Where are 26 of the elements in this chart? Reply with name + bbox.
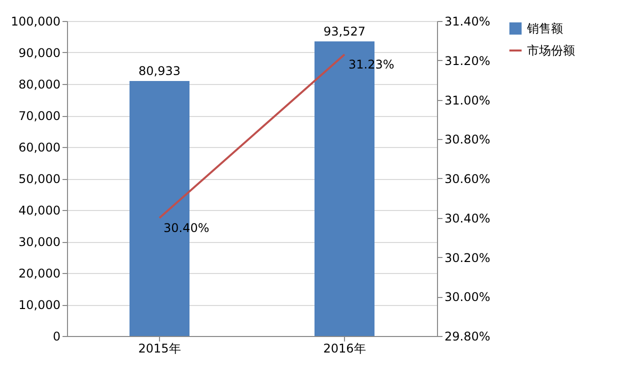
x-tick-label: 2015年	[138, 342, 181, 356]
x-tick-label: 2016年	[323, 342, 366, 356]
y2-tick-label: 30.20%	[444, 250, 490, 265]
legend-label: 销售额	[526, 22, 563, 36]
y-tick-label: 80,000	[18, 78, 60, 92]
y-tick-label: 0	[52, 330, 60, 344]
y2-tick-label: 30.00%	[444, 290, 490, 304]
y2-tick-label: 29.80%	[444, 330, 490, 344]
y-tick-label: 30,000	[18, 235, 60, 249]
data-label: 80,933	[138, 64, 180, 78]
legend-label: 市场份额	[527, 44, 575, 58]
data-label: 93,527	[324, 24, 366, 38]
y-tick-label: 60,000	[18, 140, 60, 154]
y-tick-label: 40,000	[18, 204, 60, 218]
y-tick-label: 20,000	[18, 266, 60, 280]
y2-tick-label: 30.80%	[444, 132, 490, 147]
y2-tick-label: 31.40%	[444, 14, 490, 28]
y2-tick-label: 31.00%	[444, 93, 490, 108]
y-tick-label: 90,000	[18, 46, 60, 60]
y2-tick-label: 31.20%	[444, 54, 490, 68]
y2-tick-label: 30.60%	[444, 172, 490, 186]
y-tick-label: 10,000	[18, 298, 60, 312]
y-tick-label: 100,000	[10, 14, 60, 28]
y2-tick-label: 30.40%	[444, 211, 490, 226]
y-tick-label: 70,000	[18, 109, 60, 123]
y-tick-label: 50,000	[18, 172, 60, 186]
